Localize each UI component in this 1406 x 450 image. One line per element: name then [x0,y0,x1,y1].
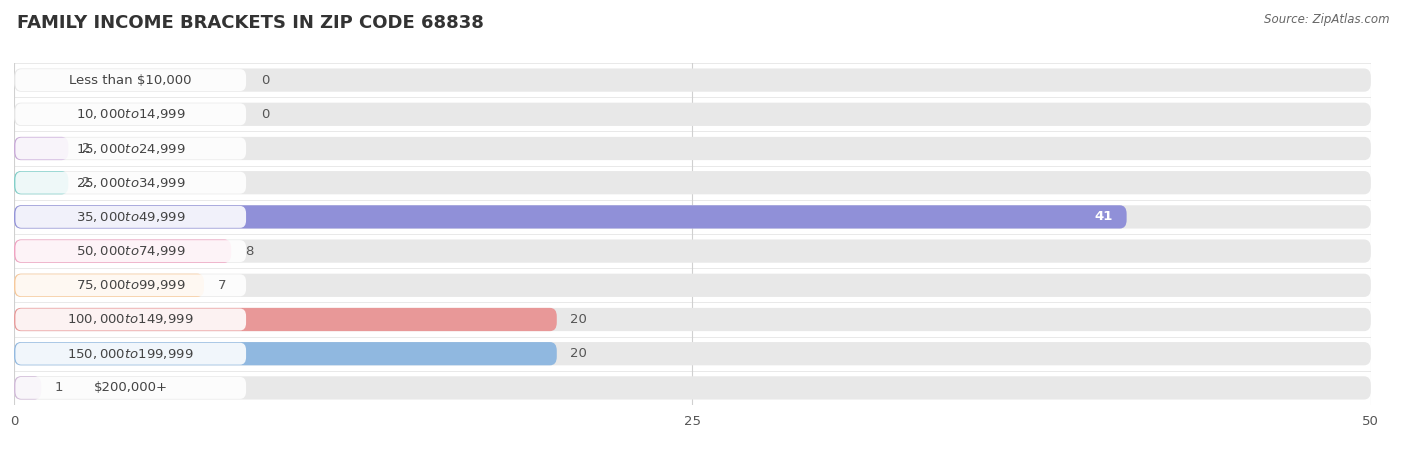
FancyBboxPatch shape [14,274,204,297]
Text: $15,000 to $24,999: $15,000 to $24,999 [76,141,186,156]
Text: $25,000 to $34,999: $25,000 to $34,999 [76,176,186,190]
Text: 8: 8 [245,245,253,257]
FancyBboxPatch shape [14,239,1371,263]
FancyBboxPatch shape [14,137,69,160]
FancyBboxPatch shape [14,205,1126,229]
FancyBboxPatch shape [14,103,1371,126]
FancyBboxPatch shape [14,342,1371,365]
Text: 20: 20 [571,313,588,326]
FancyBboxPatch shape [15,309,246,330]
FancyBboxPatch shape [14,274,1371,297]
FancyBboxPatch shape [15,377,246,399]
FancyBboxPatch shape [14,239,231,263]
FancyBboxPatch shape [15,343,246,364]
FancyBboxPatch shape [15,240,246,262]
FancyBboxPatch shape [14,171,69,194]
Text: $150,000 to $199,999: $150,000 to $199,999 [67,346,194,361]
Text: $35,000 to $49,999: $35,000 to $49,999 [76,210,186,224]
FancyBboxPatch shape [14,376,1371,400]
FancyBboxPatch shape [15,206,246,228]
FancyBboxPatch shape [14,342,557,365]
Text: 7: 7 [218,279,226,292]
FancyBboxPatch shape [14,205,1371,229]
Text: $100,000 to $149,999: $100,000 to $149,999 [67,312,194,327]
Text: 2: 2 [82,142,90,155]
Text: 1: 1 [55,382,63,394]
FancyBboxPatch shape [14,137,1371,160]
Text: $10,000 to $14,999: $10,000 to $14,999 [76,107,186,122]
Text: 20: 20 [571,347,588,360]
FancyBboxPatch shape [15,104,246,125]
Text: FAMILY INCOME BRACKETS IN ZIP CODE 68838: FAMILY INCOME BRACKETS IN ZIP CODE 68838 [17,14,484,32]
FancyBboxPatch shape [14,68,1371,92]
FancyBboxPatch shape [14,308,1371,331]
FancyBboxPatch shape [15,274,246,296]
Text: $200,000+: $200,000+ [94,382,167,394]
Text: Less than $10,000: Less than $10,000 [69,74,193,86]
FancyBboxPatch shape [15,69,246,91]
Text: $50,000 to $74,999: $50,000 to $74,999 [76,244,186,258]
FancyBboxPatch shape [14,171,1371,194]
Text: Source: ZipAtlas.com: Source: ZipAtlas.com [1264,14,1389,27]
FancyBboxPatch shape [15,172,246,194]
Text: $75,000 to $99,999: $75,000 to $99,999 [76,278,186,293]
FancyBboxPatch shape [14,376,41,400]
FancyBboxPatch shape [15,138,246,159]
Text: 2: 2 [82,176,90,189]
Text: 41: 41 [1095,211,1114,223]
Text: 0: 0 [262,108,270,121]
Text: 0: 0 [262,74,270,86]
FancyBboxPatch shape [14,308,557,331]
